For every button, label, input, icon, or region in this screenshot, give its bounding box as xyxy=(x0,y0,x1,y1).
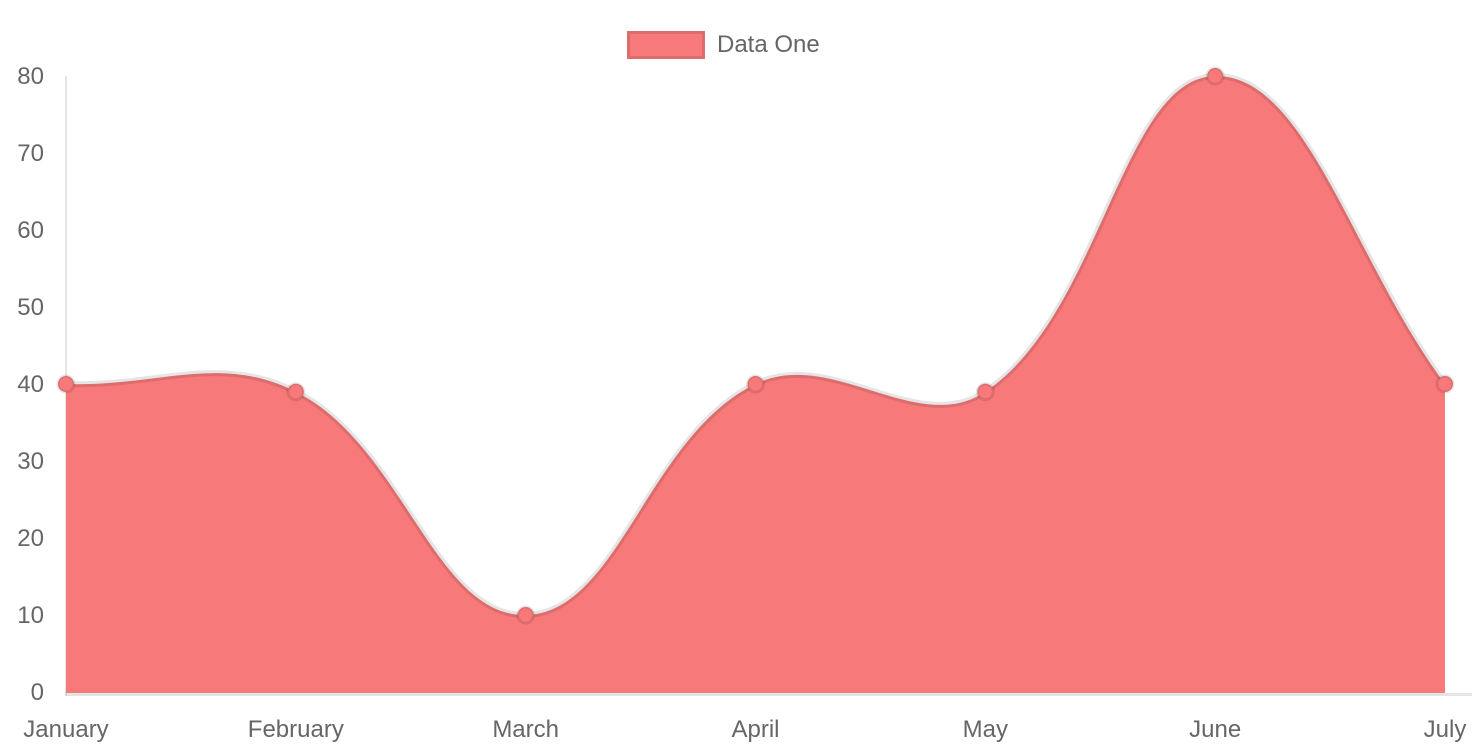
x-tick-label: July xyxy=(1424,716,1467,743)
y-tick-label: 0 xyxy=(31,679,44,706)
x-tick-label: May xyxy=(963,716,1008,743)
data-point-february[interactable] xyxy=(286,382,306,402)
data-point-june[interactable] xyxy=(1205,66,1225,86)
x-tick-label: February xyxy=(248,716,344,743)
legend-swatch xyxy=(627,31,705,59)
data-point-april[interactable] xyxy=(746,374,765,394)
y-tick-label: 60 xyxy=(17,217,44,244)
data-point-march[interactable] xyxy=(516,605,536,625)
data-point-january[interactable] xyxy=(56,374,76,394)
y-tick-label: 40 xyxy=(17,371,44,398)
y-tick-label: 50 xyxy=(17,294,44,321)
y-tick-label: 10 xyxy=(17,602,44,629)
y-tick-label: 80 xyxy=(17,63,44,90)
legend-label: Data One xyxy=(717,31,820,58)
x-tick-label: April xyxy=(731,716,779,743)
data-point-may[interactable] xyxy=(975,382,995,402)
x-tick-label: January xyxy=(23,716,108,743)
y-tick-label: 70 xyxy=(17,140,44,167)
x-tick-label: March xyxy=(492,716,559,743)
y-tick-label: 30 xyxy=(17,448,44,475)
data-point-july[interactable] xyxy=(1435,374,1455,394)
chart-legend[interactable]: Data One xyxy=(627,31,820,59)
x-tick-label: June xyxy=(1189,716,1241,743)
y-tick-label: 20 xyxy=(17,525,44,552)
